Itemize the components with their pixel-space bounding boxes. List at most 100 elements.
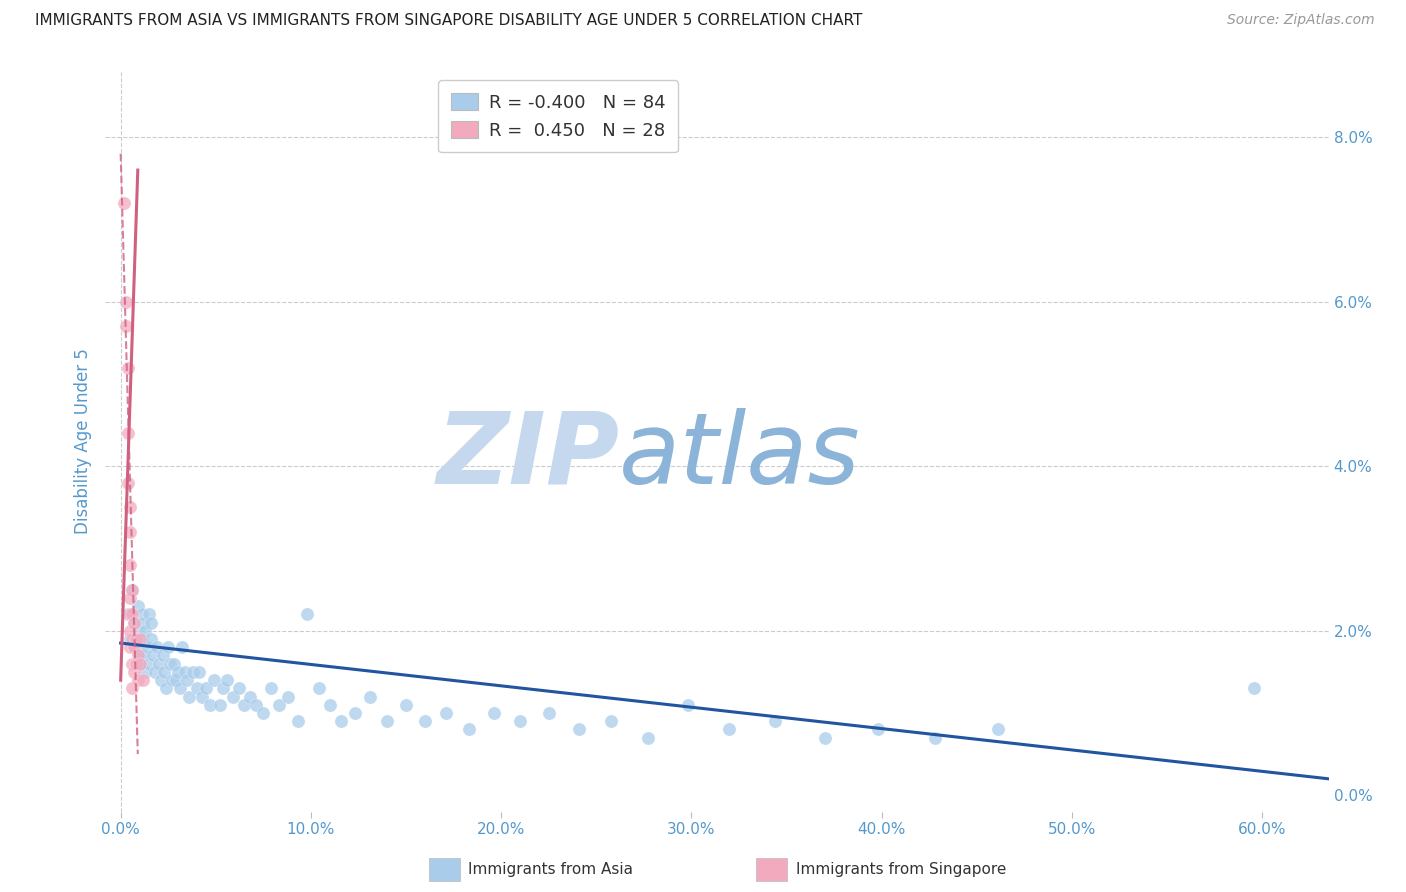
Point [169, 681, 191, 696]
Point [343, 706, 366, 720]
Point [330, 714, 353, 729]
Point [537, 706, 560, 720]
Point [160, 673, 183, 687]
Point [120, 500, 142, 515]
Point [179, 690, 201, 704]
Point [128, 648, 150, 663]
Point [637, 731, 659, 745]
Point [198, 698, 221, 712]
Point [186, 681, 208, 696]
Point [120, 632, 142, 646]
Point [157, 640, 180, 655]
Point [170, 640, 193, 655]
Point [395, 698, 418, 712]
Point [120, 640, 142, 655]
Point [217, 673, 239, 687]
Point [987, 723, 1010, 737]
Point [132, 648, 155, 663]
Point [568, 723, 591, 737]
Text: Immigrants from Asia: Immigrants from Asia [468, 863, 633, 877]
Point [149, 673, 172, 687]
Point [212, 681, 235, 696]
Point [122, 640, 145, 655]
Point [924, 731, 946, 745]
Point [127, 673, 149, 687]
Point [239, 690, 262, 704]
Point [413, 714, 436, 729]
Point [763, 714, 786, 729]
Point [121, 582, 143, 597]
Point [138, 607, 160, 622]
Point [267, 698, 290, 712]
Point [122, 665, 145, 679]
Point [202, 673, 225, 687]
Point [131, 632, 153, 646]
Point [159, 657, 181, 671]
Point [233, 698, 256, 712]
Point [152, 648, 174, 663]
Point [245, 698, 267, 712]
Text: atlas: atlas [619, 408, 860, 505]
Point [287, 714, 309, 729]
Point [128, 632, 150, 646]
Point [208, 698, 231, 712]
Point [166, 665, 188, 679]
Point [434, 706, 457, 720]
Point [866, 723, 889, 737]
Text: Source: ZipAtlas.com: Source: ZipAtlas.com [1227, 13, 1375, 28]
Point [718, 723, 741, 737]
Point [142, 648, 165, 663]
Point [277, 690, 299, 704]
Point [139, 615, 162, 630]
Point [252, 706, 274, 720]
Point [457, 723, 479, 737]
Point [121, 582, 143, 597]
Point [132, 615, 155, 630]
Point [228, 681, 250, 696]
Point [117, 426, 139, 441]
Point [187, 665, 209, 679]
Point [121, 607, 143, 622]
Point [813, 731, 835, 745]
Point [222, 690, 245, 704]
Point [115, 319, 138, 334]
Point [125, 657, 148, 671]
Y-axis label: Disability Age Under 5: Disability Age Under 5 [73, 349, 91, 534]
Point [181, 665, 204, 679]
Point [143, 665, 166, 679]
Point [165, 673, 187, 687]
Point [117, 475, 139, 490]
Point [121, 632, 143, 646]
Point [176, 673, 198, 687]
Point [509, 714, 531, 729]
Point [125, 632, 148, 646]
Point [131, 607, 153, 622]
Point [122, 615, 145, 630]
Point [676, 698, 699, 712]
Point [120, 624, 142, 638]
Point [128, 657, 150, 671]
Point [127, 599, 149, 613]
Point [120, 524, 142, 539]
Point [359, 690, 381, 704]
Point [195, 681, 218, 696]
Point [121, 657, 143, 671]
Point [134, 665, 156, 679]
Point [482, 706, 505, 720]
Point [153, 665, 176, 679]
Point [146, 640, 169, 655]
Point [319, 698, 342, 712]
Point [1243, 681, 1265, 696]
Point [308, 681, 330, 696]
Point [174, 665, 197, 679]
Point [120, 607, 142, 622]
Point [375, 714, 398, 729]
Point [191, 690, 214, 704]
Point [122, 615, 145, 630]
Point [121, 681, 143, 696]
Point [132, 673, 155, 687]
Point [148, 657, 170, 671]
Point [120, 591, 142, 605]
Point [127, 624, 149, 638]
Text: IMMIGRANTS FROM ASIA VS IMMIGRANTS FROM SINGAPORE DISABILITY AGE UNDER 5 CORRELA: IMMIGRANTS FROM ASIA VS IMMIGRANTS FROM … [35, 13, 862, 29]
